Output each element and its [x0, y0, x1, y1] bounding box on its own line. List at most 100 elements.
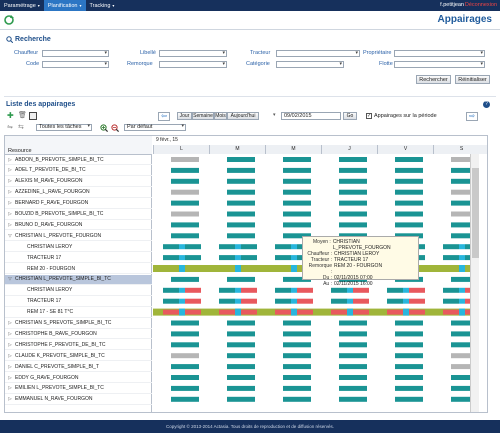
appairage-bar[interactable]: [283, 178, 311, 184]
appairage-bar[interactable]: [339, 385, 367, 391]
appairage-bar[interactable]: [283, 167, 311, 173]
resource-row[interactable]: ▷ BERNARD F_RAVE_FOURGON: [5, 199, 152, 209]
appairage-bar[interactable]: [163, 244, 179, 250]
appairage-bar[interactable]: [353, 287, 369, 293]
appairage-bar[interactable]: [219, 309, 235, 315]
resource-row[interactable]: ▷ EMILIEN L_PREVOTE_SIMPLE_BI_TC: [5, 384, 152, 394]
appairage-bar[interactable]: [459, 255, 465, 261]
appairage-bar[interactable]: [171, 385, 199, 391]
appairage-bar[interactable]: [235, 287, 241, 293]
appairage-bar[interactable]: [275, 309, 291, 315]
appairage-bar[interactable]: [339, 167, 367, 173]
expanded-toggle-icon[interactable]: ▽: [8, 276, 12, 282]
appairage-bar[interactable]: [465, 244, 470, 250]
appairage-bar[interactable]: [283, 233, 311, 239]
appairage-bar[interactable]: [347, 287, 353, 293]
appairage-bar[interactable]: [451, 385, 470, 391]
appairage-bar[interactable]: [179, 298, 185, 304]
appairage-bar[interactable]: [171, 276, 199, 282]
appairage-bar[interactable]: [291, 298, 297, 304]
appairage-bar[interactable]: [451, 353, 470, 359]
add-icon[interactable]: ✚: [7, 111, 14, 120]
appairage-bar[interactable]: [227, 189, 255, 195]
appairage-bar[interactable]: [163, 309, 179, 315]
expand-icon[interactable]: ⇆: [18, 124, 24, 131]
appairage-bar[interactable]: [171, 200, 199, 206]
collapsed-toggle-icon[interactable]: ▷: [8, 320, 12, 325]
appairage-bar[interactable]: [451, 200, 470, 206]
libelle-input[interactable]: [159, 50, 227, 57]
collapsed-toggle-icon[interactable]: ▷: [8, 363, 12, 369]
delete-icon[interactable]: 🗑: [18, 112, 27, 119]
appairage-bar[interactable]: [275, 287, 291, 293]
resource-row[interactable]: ▽ CHRISTIAN L_PREVOTE_FOURGON: [5, 231, 152, 242]
appairage-bar[interactable]: [443, 244, 459, 250]
appairage-bar[interactable]: [451, 375, 470, 380]
appairage-bar[interactable]: [395, 353, 423, 359]
resource-row[interactable]: ▷ ADEL T_PREVOTE_DE_BI_TC: [5, 166, 152, 176]
appairage-bar[interactable]: [395, 396, 423, 402]
resource-row[interactable]: ▷ DANIEL C_PREVOTE_SIMPLE_BI_T: [5, 362, 152, 373]
appairage-bar[interactable]: [163, 287, 179, 293]
appairage-bar[interactable]: [283, 342, 311, 348]
appairage-bar[interactable]: [339, 396, 367, 402]
appairage-bar[interactable]: [283, 211, 311, 217]
appairage-bar[interactable]: [283, 385, 311, 391]
appairage-bar[interactable]: [227, 396, 255, 402]
order-select[interactable]: Par défaut: [124, 124, 186, 131]
appairage-bar[interactable]: [291, 255, 297, 261]
appairage-bar[interactable]: [443, 287, 459, 293]
appairage-bar[interactable]: [339, 320, 367, 326]
appairage-bar[interactable]: [451, 167, 470, 173]
appairage-bar[interactable]: [403, 308, 409, 316]
appairage-bar[interactable]: [283, 222, 311, 228]
appairage-bar[interactable]: [171, 396, 199, 402]
collapsed-toggle-icon[interactable]: ▷: [8, 200, 12, 206]
appairage-bar[interactable]: [339, 331, 367, 337]
appairage-bar[interactable]: [331, 298, 347, 304]
appairage-bar[interactable]: [163, 255, 179, 261]
week-view-button[interactable]: Semaine: [192, 112, 214, 120]
appairage-bar[interactable]: [227, 211, 255, 217]
collapsed-toggle-icon[interactable]: ▷: [8, 189, 12, 195]
appairage-bar[interactable]: [451, 331, 470, 337]
appairage-bar[interactable]: [451, 157, 470, 162]
resource-row[interactable]: ▷ BOUZID B_PREVOTE_SIMPLE_BI_TC: [5, 210, 152, 220]
collapsed-toggle-icon[interactable]: ▷: [8, 385, 12, 391]
appairage-bar[interactable]: [403, 298, 409, 304]
appairage-bar[interactable]: [395, 189, 423, 195]
appairage-bar[interactable]: [227, 320, 255, 326]
appairage-bar[interactable]: [331, 287, 347, 293]
appairage-bar[interactable]: [409, 309, 425, 315]
appairage-bar[interactable]: [395, 222, 423, 228]
appairage-bar[interactable]: [395, 200, 423, 206]
appairage-bar[interactable]: [339, 222, 367, 228]
appairage-bar[interactable]: [179, 287, 185, 293]
appairage-bar[interactable]: [185, 309, 201, 315]
appairage-bar[interactable]: [171, 222, 199, 228]
expanded-toggle-icon[interactable]: ▽: [8, 232, 12, 238]
appairage-bar[interactable]: [171, 178, 199, 184]
refresh-logo-icon[interactable]: [4, 15, 14, 25]
appairage-bar[interactable]: [235, 265, 241, 272]
appairage-bar[interactable]: [465, 266, 470, 271]
appairage-bar[interactable]: [465, 287, 470, 293]
appairage-bar[interactable]: [395, 178, 423, 184]
appairage-bar[interactable]: [339, 353, 367, 359]
appairage-bar[interactable]: [459, 265, 465, 272]
appairage-bar[interactable]: [171, 233, 199, 239]
appairage-bar[interactable]: [171, 157, 199, 162]
collapsed-toggle-icon[interactable]: ▷: [8, 352, 12, 358]
appairage-bar[interactable]: [291, 265, 297, 272]
resource-row[interactable]: ▷ AZZEDINE_L_RAVE_FOURGON: [5, 188, 152, 198]
appairage-bar[interactable]: [283, 331, 311, 337]
username-link[interactable]: f.petitjean: [440, 2, 464, 8]
collapsed-toggle-icon[interactable]: ▷: [8, 396, 12, 402]
appairage-bar[interactable]: [235, 298, 241, 304]
appairage-bar[interactable]: [395, 385, 423, 391]
appairage-bar[interactable]: [171, 342, 199, 348]
appairage-bar[interactable]: [339, 200, 367, 206]
appairage-bar[interactable]: [185, 255, 201, 261]
appairage-bar[interactable]: [241, 266, 257, 271]
zoom-in-icon[interactable]: [100, 124, 108, 132]
